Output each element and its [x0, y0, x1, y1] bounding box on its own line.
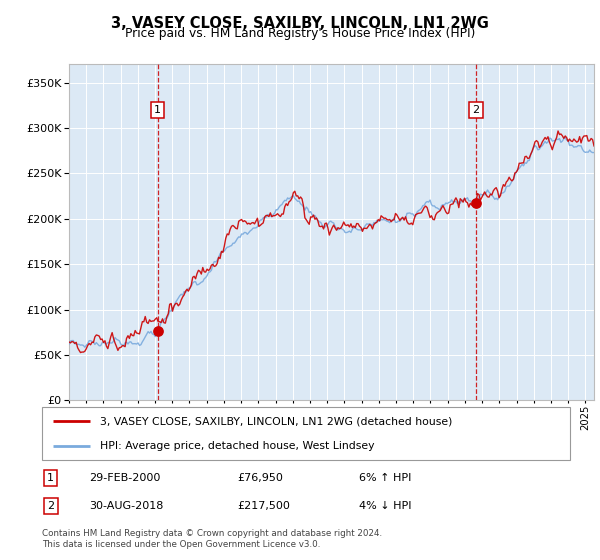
Text: 3, VASEY CLOSE, SAXILBY, LINCOLN, LN1 2WG (detached house): 3, VASEY CLOSE, SAXILBY, LINCOLN, LN1 2W…: [100, 417, 452, 427]
Text: 3, VASEY CLOSE, SAXILBY, LINCOLN, LN1 2WG: 3, VASEY CLOSE, SAXILBY, LINCOLN, LN1 2W…: [111, 16, 489, 31]
Text: 2: 2: [47, 501, 55, 511]
Text: 6% ↑ HPI: 6% ↑ HPI: [359, 473, 411, 483]
Text: 29-FEB-2000: 29-FEB-2000: [89, 473, 161, 483]
Text: Price paid vs. HM Land Registry's House Price Index (HPI): Price paid vs. HM Land Registry's House …: [125, 27, 475, 40]
Text: £76,950: £76,950: [238, 473, 283, 483]
Text: 1: 1: [47, 473, 54, 483]
Text: 4% ↓ HPI: 4% ↓ HPI: [359, 501, 412, 511]
Text: 30-AUG-2018: 30-AUG-2018: [89, 501, 164, 511]
Point: [471, 198, 481, 207]
FancyBboxPatch shape: [42, 407, 570, 460]
Text: 2: 2: [473, 105, 479, 115]
Point: [153, 326, 163, 335]
Text: HPI: Average price, detached house, West Lindsey: HPI: Average price, detached house, West…: [100, 441, 374, 451]
Text: £217,500: £217,500: [238, 501, 290, 511]
Text: Contains HM Land Registry data © Crown copyright and database right 2024.
This d: Contains HM Land Registry data © Crown c…: [42, 529, 382, 549]
Text: 1: 1: [154, 105, 161, 115]
